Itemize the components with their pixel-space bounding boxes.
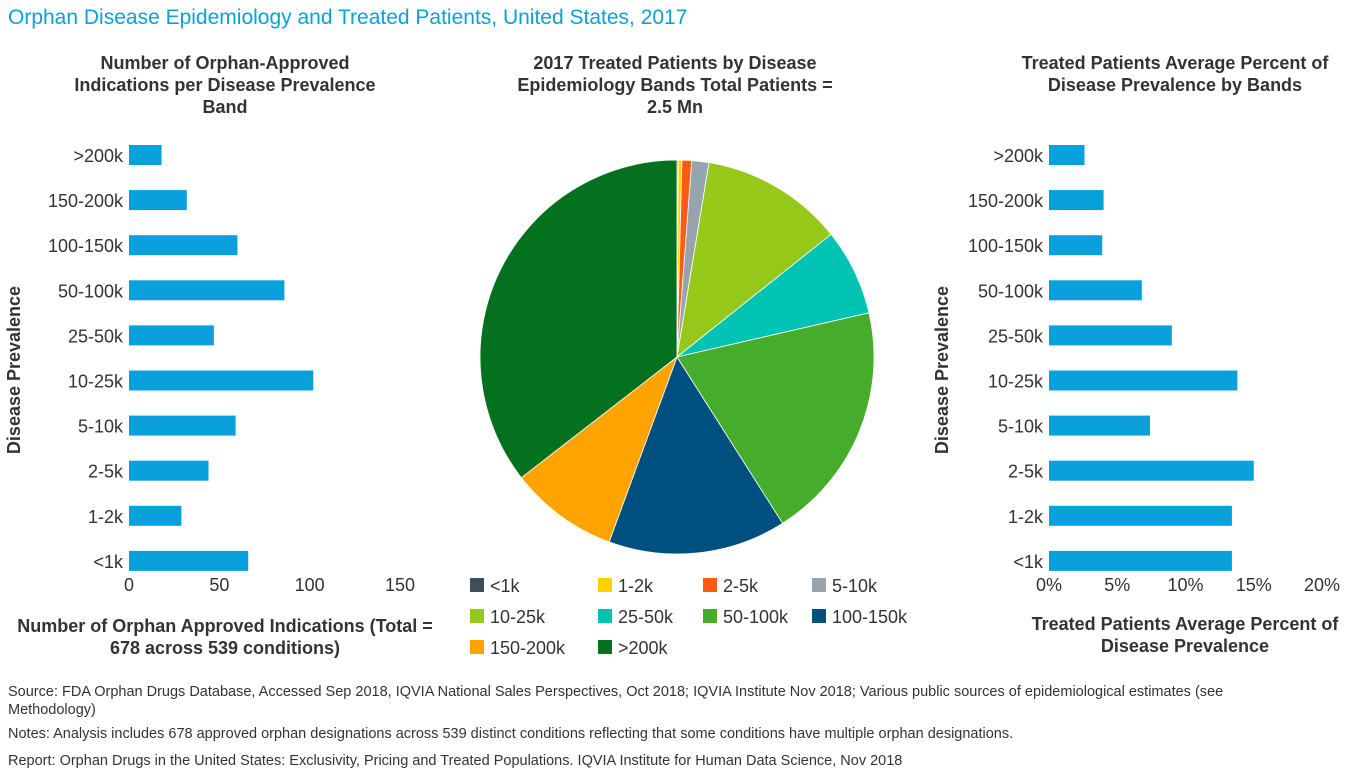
x-tick-label: 10% — [1167, 575, 1203, 595]
y-tick-label: 5-10k — [78, 417, 124, 437]
y-tick-label: 150-200k — [48, 191, 124, 211]
x-tick-label: 150 — [385, 575, 415, 595]
y-tick-label: 50-100k — [978, 281, 1044, 301]
x-tick-label: 15% — [1236, 575, 1272, 595]
bar — [129, 325, 214, 346]
right-chart-title: Treated Patients Average Percent of Dise… — [1021, 53, 1329, 95]
source-note: Source: FDA Orphan Drugs Database, Acces… — [8, 684, 1224, 718]
report-note: Report: Orphan Drugs in the United State… — [8, 753, 903, 769]
bar — [1049, 280, 1142, 301]
y-tick-label: >200k — [73, 146, 124, 166]
bar — [129, 280, 285, 301]
bar — [129, 505, 182, 526]
legend-swatch — [812, 578, 826, 592]
legend-label: >200k — [618, 638, 669, 658]
bar — [129, 415, 236, 436]
y-tick-label: <1k — [1013, 552, 1044, 572]
legend-swatch — [470, 609, 484, 623]
bar — [1049, 415, 1151, 436]
legend-swatch — [598, 578, 612, 592]
pie-slice — [676, 162, 832, 358]
pie-slice — [520, 355, 678, 543]
right-x-label: Treated Patients Average Percent of Dise… — [1031, 614, 1339, 656]
y-tick-label: 2-5k — [1008, 462, 1044, 482]
bar — [1049, 190, 1104, 211]
page-title: Orphan Disease Epidemiology and Treated … — [8, 6, 688, 29]
bar — [129, 235, 238, 256]
y-tick-label: >200k — [993, 146, 1044, 166]
x-tick-label: 20% — [1304, 575, 1340, 595]
y-tick-label: <1k — [93, 552, 124, 572]
bar — [1049, 145, 1085, 165]
left-x-label: Number of Orphan Approved Indications (T… — [17, 616, 433, 658]
x-tick-label: 50 — [209, 575, 229, 595]
x-tick-label: 5% — [1104, 575, 1130, 595]
bar — [1049, 505, 1232, 526]
bar — [1049, 325, 1172, 346]
legend-swatch — [598, 640, 612, 654]
y-tick-label: 2-5k — [88, 462, 124, 482]
x-tick-label: 0 — [124, 575, 134, 595]
legend-label: 10-25k — [490, 607, 546, 627]
legend-swatch — [703, 609, 717, 623]
y-tick-label: 1-2k — [88, 507, 124, 527]
bar — [129, 550, 249, 571]
x-tick-label: 0% — [1036, 575, 1062, 595]
charts-svg: >200k 150-200k 100-150k 50-100k 25-50k 10-25k… — [4, 145, 1340, 658]
legend-swatch — [470, 640, 484, 654]
y-tick-label: 5-10k — [998, 417, 1044, 437]
y-tick-label: 100-150k — [968, 236, 1044, 256]
y-tick-label: 50-100k — [58, 281, 124, 301]
legend-label: 25-50k — [618, 607, 674, 627]
bar — [129, 145, 162, 165]
legend-label: 5-10k — [832, 576, 878, 596]
legend-label: 100-150k — [832, 607, 908, 627]
legend-label: 2-5k — [723, 576, 759, 596]
bar — [1049, 460, 1254, 481]
y-axis-label: Disease Prevalence — [4, 286, 24, 454]
legend-swatch — [470, 578, 484, 592]
y-tick-label: 150-200k — [968, 191, 1044, 211]
y-tick-label: 1-2k — [1008, 507, 1044, 527]
legend-swatch — [703, 578, 717, 592]
y-tick-label: 25-50k — [68, 326, 124, 346]
legend-label: <1k — [490, 576, 521, 596]
left-chart-title: Number of Orphan-Approved Indications pe… — [74, 53, 376, 117]
y-tick-label: 100-150k — [48, 236, 124, 256]
pie-slice — [608, 356, 784, 555]
legend-label: 50-100k — [723, 607, 789, 627]
bar — [129, 190, 187, 211]
bar — [1049, 370, 1238, 391]
pie-slice — [479, 159, 678, 479]
notes-note: Notes: Analysis includes 678 approved or… — [8, 726, 1014, 742]
pie-slice — [676, 312, 875, 524]
y-axis-label: Disease Prevalence — [932, 286, 952, 454]
x-tick-label: 100 — [295, 575, 325, 595]
bar — [1049, 235, 1103, 256]
legend-label: 1-2k — [618, 576, 654, 596]
y-tick-label: 10-25k — [68, 372, 124, 392]
legend-swatch — [598, 609, 612, 623]
bar — [129, 460, 209, 481]
pie-chart-title: 2017 Treated Patients by Disease Epidemi… — [517, 53, 833, 117]
legend-swatch — [812, 609, 826, 623]
y-tick-label: 25-50k — [988, 326, 1044, 346]
legend-label: 150-200k — [490, 638, 566, 658]
bar — [129, 370, 314, 391]
bar — [1049, 550, 1232, 571]
y-tick-label: 10-25k — [988, 372, 1044, 392]
